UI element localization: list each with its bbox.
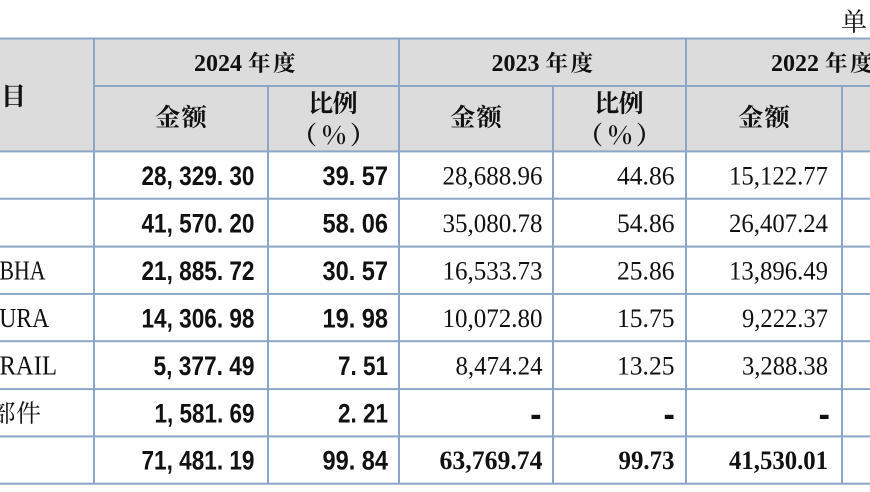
svg-text:3,288.38: 3,288.38 bbox=[742, 351, 828, 380]
svg-text:BHA: BHA bbox=[0, 256, 46, 286]
svg-text:7. 51: 7. 51 bbox=[338, 351, 388, 381]
svg-text:15.75: 15.75 bbox=[617, 304, 675, 333]
svg-text:30. 57: 30. 57 bbox=[323, 256, 389, 286]
svg-text:58. 06: 58. 06 bbox=[323, 209, 389, 239]
svg-text:16,533.73: 16,533.73 bbox=[443, 257, 543, 286]
svg-text:1, 581. 69: 1, 581. 69 bbox=[155, 398, 255, 428]
svg-text:19. 98: 19. 98 bbox=[323, 304, 389, 334]
svg-text:44.86: 44.86 bbox=[617, 162, 675, 191]
svg-text:99. 84: 99. 84 bbox=[323, 446, 389, 476]
svg-text:41, 570. 20: 41, 570. 20 bbox=[142, 209, 255, 239]
svg-text:13.25: 13.25 bbox=[617, 351, 675, 380]
svg-text:28,688.96: 28,688.96 bbox=[443, 162, 543, 191]
svg-text:15,122.77: 15,122.77 bbox=[729, 162, 828, 191]
svg-text:9,222.37: 9,222.37 bbox=[742, 304, 828, 333]
svg-text:RAIL: RAIL bbox=[0, 350, 57, 380]
svg-text:21, 885. 72: 21, 885. 72 bbox=[142, 256, 255, 286]
svg-text:39. 57: 39. 57 bbox=[323, 161, 389, 191]
svg-text:2022: 2022 bbox=[771, 51, 819, 77]
svg-text:14, 306. 98: 14, 306. 98 bbox=[142, 304, 255, 334]
svg-text:54.86: 54.86 bbox=[617, 209, 675, 238]
svg-text:13,896.49: 13,896.49 bbox=[729, 257, 828, 286]
svg-text:28, 329. 30: 28, 329. 30 bbox=[142, 161, 255, 191]
svg-text:99.73: 99.73 bbox=[619, 446, 675, 475]
svg-text:35,080.78: 35,080.78 bbox=[443, 209, 543, 238]
svg-text:26,407.24: 26,407.24 bbox=[729, 209, 828, 238]
svg-text:41,530.01: 41,530.01 bbox=[729, 446, 828, 475]
svg-text:2024: 2024 bbox=[194, 51, 242, 77]
svg-text:2. 21: 2. 21 bbox=[338, 398, 388, 428]
svg-text:5, 377. 49: 5, 377. 49 bbox=[154, 351, 255, 381]
svg-text:8,474.24: 8,474.24 bbox=[456, 351, 543, 380]
svg-text:URA: URA bbox=[0, 303, 50, 333]
svg-text:25.86: 25.86 bbox=[617, 257, 675, 286]
svg-text:63,769.74: 63,769.74 bbox=[440, 446, 543, 475]
svg-text:10,072.80: 10,072.80 bbox=[443, 304, 543, 333]
svg-text:71, 481. 19: 71, 481. 19 bbox=[142, 446, 255, 476]
svg-text:2023: 2023 bbox=[492, 51, 540, 77]
